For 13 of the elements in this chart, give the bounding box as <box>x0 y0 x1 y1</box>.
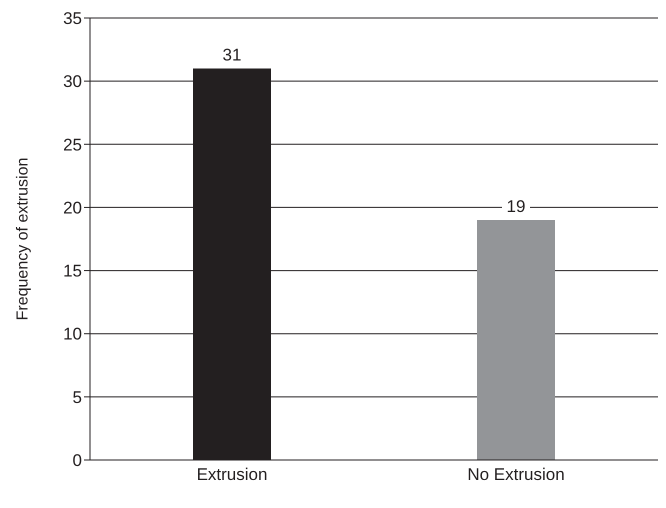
data-label: 31 <box>222 46 242 65</box>
y-tick-label: 35 <box>63 9 82 28</box>
y-tick-label: 30 <box>63 72 82 92</box>
data-label: 19 <box>506 197 526 216</box>
y-tick-label: 20 <box>63 198 82 218</box>
y-tick-label: 5 <box>72 388 82 407</box>
y-tick-label: 15 <box>63 262 82 281</box>
y-tick-label: 0 <box>72 451 82 470</box>
y-axis-title: Frequency of extrusion <box>14 158 32 320</box>
x-tick-label: Extrusion <box>196 465 268 484</box>
y-tick-label: 10 <box>63 324 82 344</box>
x-tick-label: No Extrusion <box>467 465 565 484</box>
y-tick-label: 25 <box>63 135 82 154</box>
